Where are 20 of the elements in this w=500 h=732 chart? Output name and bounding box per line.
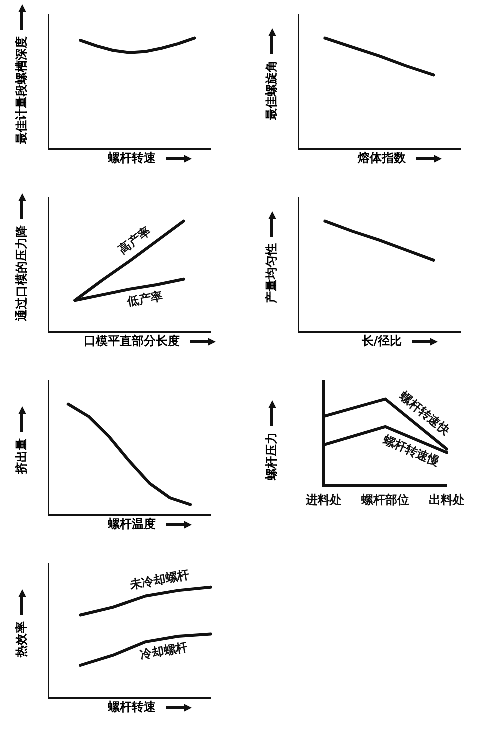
y-axis-title: 热效率 — [14, 621, 30, 657]
x-axis-title: 螺杆温度 — [108, 516, 156, 533]
x-axis-title: 长/径比 — [362, 333, 402, 350]
y-axis-title: 通过口模的压力降 — [14, 225, 30, 321]
x-tick-label: 螺杆部位 — [360, 492, 410, 507]
text: 低产率 — [125, 289, 164, 310]
y-axis-title: 挤出量 — [14, 438, 30, 474]
text: 未冷却螺杆 — [128, 568, 191, 592]
x-axis-title: 口模平直部分长度 — [84, 333, 180, 350]
text: 高产率 — [116, 224, 154, 257]
x-tick-label: 进料处 — [305, 492, 342, 507]
y-axis-title: 产量均匀性 — [264, 243, 280, 303]
x-tick-label: 出料处 — [429, 492, 465, 507]
y-axis-title: 螺杆压力 — [264, 432, 280, 480]
y-axis-title: 最佳计量段螺槽深度 — [14, 36, 30, 144]
y-axis-title: 最佳螺旋角 — [264, 60, 280, 120]
x-axis-title: 熔体指数 — [358, 150, 406, 167]
x-axis-title: 螺杆转速 — [108, 699, 156, 716]
text: 冷却螺杆 — [139, 640, 189, 662]
x-axis-title: 螺杆转速 — [108, 150, 156, 167]
